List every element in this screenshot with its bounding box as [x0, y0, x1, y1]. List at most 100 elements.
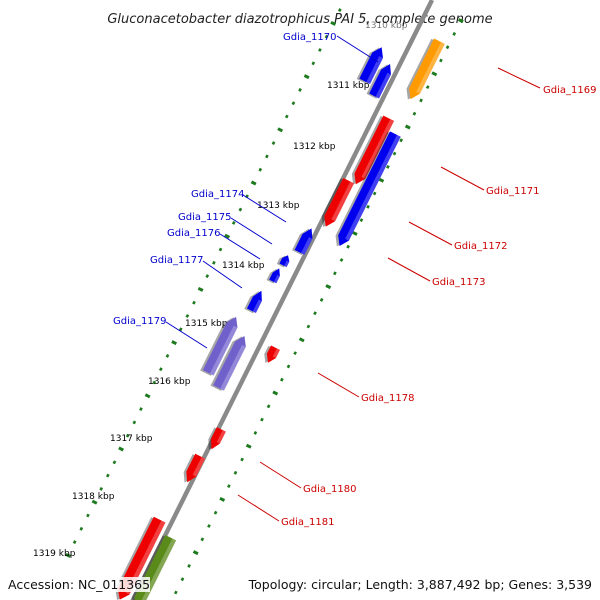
- label-leader-line: [165, 321, 208, 349]
- tick-mark: [330, 20, 337, 26]
- tick-mark: [224, 233, 231, 239]
- gene-arrow: [213, 335, 246, 391]
- tick-mark: [152, 380, 157, 385]
- tick-mark: [132, 420, 137, 425]
- topology-footer: Topology: circular; Length: 3,887,492 bp…: [248, 577, 592, 592]
- tick-mark: [445, 45, 450, 50]
- tick-mark: [311, 61, 316, 66]
- gene-highlight: [220, 344, 246, 391]
- gene-label-gdia-1169: Gdia_1169: [543, 85, 596, 96]
- tick-mark: [298, 337, 305, 343]
- gene-arrow: [354, 115, 395, 185]
- label-leader-line: [230, 217, 273, 245]
- tick-mark: [219, 496, 226, 502]
- gene-arrow: [338, 131, 401, 247]
- tick-mark: [319, 297, 324, 302]
- gene-label-gdia-1179: Gdia_1179: [113, 316, 166, 327]
- gene-highlight: [216, 430, 226, 444]
- gene-gdia-1179b: [210, 335, 246, 392]
- accession-label: Accession:: [8, 577, 75, 592]
- gene-gdia-1173: [335, 131, 401, 247]
- tick-mark: [333, 271, 337, 276]
- tick-mark: [212, 260, 216, 265]
- tick-mark: [325, 284, 332, 290]
- tick-mark: [197, 286, 204, 292]
- gene-gdia-1177: [244, 290, 262, 314]
- tick-mark: [213, 510, 218, 515]
- gene-label-gdia-1170: Gdia_1170: [283, 32, 336, 43]
- gene-arrow: [279, 255, 290, 268]
- label-leader-line: [237, 494, 280, 522]
- tick-mark: [439, 58, 443, 63]
- tick-mark: [144, 393, 151, 399]
- tick-mark: [359, 218, 364, 223]
- gene-gdia-1170b: [366, 63, 391, 99]
- gene-label-gdia-1178: Gdia_1178: [361, 393, 414, 404]
- label-leader-line: [259, 461, 302, 489]
- gene-highlight: [331, 181, 355, 222]
- gene-highlight: [125, 520, 166, 595]
- tick-mark: [324, 34, 329, 39]
- gene-highlight: [416, 41, 445, 94]
- tick-mark: [187, 563, 191, 568]
- tick-mark: [165, 353, 170, 358]
- tick-mark: [105, 473, 110, 478]
- tick-mark: [118, 446, 124, 452]
- tick-mark: [192, 300, 196, 305]
- tick-mark: [207, 524, 211, 528]
- tick-mark: [386, 164, 390, 169]
- scale-tick-label: 1317 kbp: [110, 434, 153, 444]
- tick-mark: [192, 550, 199, 556]
- gene-label-gdia-1171: Gdia_1171: [486, 186, 539, 197]
- tick-marks: 1310 kbp 1311 kbp 1312 kbp 1313 kbp 1314 kbp…: [33, 8, 464, 595]
- tick-mark: [200, 537, 205, 542]
- tick-mark: [227, 484, 231, 489]
- gene-highlight: [273, 274, 280, 284]
- map-title: Gluconacetobacter diazotrophicus PAI 5, …: [107, 12, 492, 27]
- gene-gdia-1178: [264, 345, 280, 364]
- tick-mark: [125, 433, 130, 438]
- gene-highlight: [366, 56, 383, 84]
- tick-mark: [240, 457, 244, 462]
- gene-arrow: [359, 47, 383, 84]
- gene-arrow: [202, 316, 238, 376]
- gene-highlight: [301, 237, 313, 255]
- tick-mark: [159, 367, 163, 372]
- tick-mark: [238, 207, 243, 212]
- tick-mark: [419, 98, 423, 103]
- gene-gdia-1180: [208, 427, 226, 450]
- tick-mark: [298, 87, 302, 92]
- gene-gdia-1169: [406, 38, 445, 100]
- accession-value: NC_011365: [78, 577, 151, 592]
- tick-mark: [271, 141, 276, 146]
- gene-highlight: [192, 456, 206, 477]
- scale-tick-label: 1312 kbp: [293, 142, 336, 152]
- tick-mark: [277, 127, 284, 133]
- tick-mark: [171, 340, 178, 346]
- tick-mark: [173, 590, 178, 595]
- scale-tick-label: 1310 kbp: [365, 21, 408, 31]
- gene-label-gdia-1181: Gdia_1181: [281, 517, 334, 528]
- gene-arrow: [369, 63, 391, 99]
- tick-mark: [245, 443, 252, 449]
- tick-mark: [318, 48, 322, 52]
- tick-mark: [291, 101, 296, 106]
- label-leader-line: [440, 166, 485, 191]
- tick-mark: [245, 194, 249, 199]
- scale-tick-label: 1314 kbp: [222, 261, 265, 271]
- tick-mark: [250, 180, 257, 186]
- gene-arrow: [210, 427, 226, 450]
- gene-arrow: [246, 290, 262, 313]
- gene-gdia-1175: [276, 255, 290, 268]
- tick-mark: [218, 247, 223, 252]
- scale-tick-label: 1311 kbp: [327, 81, 370, 91]
- tick-mark: [65, 552, 71, 558]
- gene-label-gdia-1173: Gdia_1173: [432, 277, 485, 288]
- tick-mark: [306, 324, 311, 329]
- tick-mark: [265, 154, 269, 159]
- tick-mark: [233, 470, 238, 475]
- tick-mark: [99, 486, 104, 491]
- gene-arrow: [324, 178, 355, 227]
- tick-mark: [293, 351, 297, 356]
